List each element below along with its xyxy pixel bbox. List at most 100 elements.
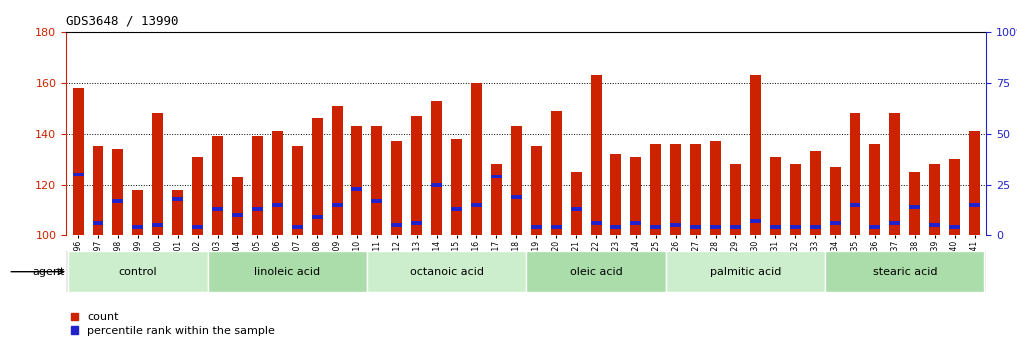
Bar (232, 177, 243, 235)
Bar (531, 146, 542, 235)
Bar (411, 221, 422, 225)
Bar (591, 221, 601, 225)
Bar (272, 131, 283, 235)
Bar (890, 221, 900, 225)
Text: linoleic acid: linoleic acid (254, 267, 320, 277)
Bar (292, 225, 303, 229)
Bar (730, 164, 741, 235)
Bar (452, 207, 462, 211)
Bar (930, 164, 940, 235)
Bar (550, 225, 561, 229)
Bar (332, 203, 343, 207)
Bar (849, 203, 860, 207)
Bar (431, 101, 442, 235)
Legend: count, percentile rank within the sample: count, percentile rank within the sample (66, 308, 280, 340)
Bar (113, 199, 123, 203)
Bar (750, 219, 761, 223)
Bar (212, 207, 223, 211)
Bar (352, 126, 362, 235)
Bar (909, 205, 920, 209)
Bar (870, 144, 881, 235)
Bar (750, 75, 761, 235)
Bar (192, 225, 203, 229)
Bar (72, 172, 83, 176)
Bar (72, 88, 83, 235)
Bar (631, 156, 642, 235)
Bar (870, 225, 881, 229)
Bar (292, 146, 303, 235)
Bar (591, 75, 601, 235)
Bar (491, 164, 502, 235)
Bar (650, 144, 661, 235)
Bar (571, 207, 582, 211)
Bar (113, 149, 123, 235)
Bar (790, 225, 800, 229)
Bar (710, 141, 721, 235)
Bar (172, 190, 183, 235)
Text: control: control (119, 267, 158, 277)
Bar (691, 225, 701, 229)
Bar (371, 199, 382, 203)
Bar (571, 172, 582, 235)
Bar (810, 152, 821, 235)
Bar (810, 225, 821, 229)
Bar (311, 118, 322, 235)
Bar (511, 195, 522, 199)
Bar (68, 251, 207, 292)
Bar (527, 251, 666, 292)
Bar (949, 159, 960, 235)
Bar (392, 141, 403, 235)
Bar (272, 203, 283, 207)
Bar (890, 113, 900, 235)
Bar (650, 225, 661, 229)
Bar (471, 83, 482, 235)
Bar (610, 154, 621, 235)
Bar (830, 221, 841, 225)
Bar (830, 167, 841, 235)
Text: octanoic acid: octanoic acid (410, 267, 484, 277)
Bar (849, 113, 860, 235)
Text: oleic acid: oleic acid (570, 267, 622, 277)
Bar (511, 126, 522, 235)
Bar (930, 223, 940, 227)
Bar (392, 223, 403, 227)
Bar (252, 207, 262, 211)
Bar (452, 139, 462, 235)
Bar (153, 223, 163, 227)
Bar (332, 105, 343, 235)
Bar (710, 225, 721, 229)
Bar (232, 213, 243, 217)
Bar (207, 251, 367, 292)
Bar (352, 187, 362, 190)
Text: palmitic acid: palmitic acid (710, 267, 781, 277)
Bar (491, 175, 502, 178)
Bar (691, 144, 701, 235)
Bar (93, 221, 104, 225)
Bar (949, 225, 960, 229)
Bar (132, 190, 143, 235)
Bar (371, 126, 382, 235)
Bar (531, 225, 542, 229)
Bar (212, 136, 223, 235)
Bar (825, 251, 984, 292)
Bar (730, 225, 741, 229)
Bar (411, 116, 422, 235)
Text: stearic acid: stearic acid (873, 267, 937, 277)
Bar (631, 221, 642, 225)
Text: GDS3648 / 13990: GDS3648 / 13990 (66, 14, 179, 27)
Bar (666, 251, 825, 292)
Bar (471, 203, 482, 207)
Bar (153, 113, 163, 235)
Bar (192, 156, 203, 235)
Bar (172, 197, 183, 201)
Bar (770, 225, 781, 229)
Bar (132, 225, 143, 229)
Text: agent: agent (33, 267, 65, 277)
Bar (790, 164, 800, 235)
Bar (252, 136, 262, 235)
Bar (93, 146, 104, 235)
Bar (550, 111, 561, 235)
Bar (610, 225, 621, 229)
Bar (367, 251, 527, 292)
Bar (670, 223, 681, 227)
